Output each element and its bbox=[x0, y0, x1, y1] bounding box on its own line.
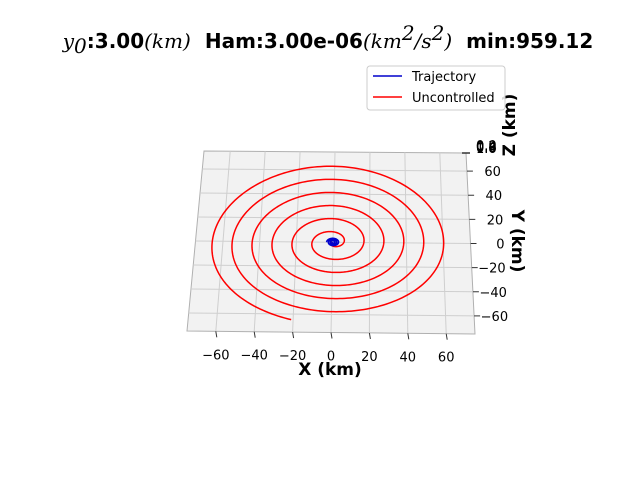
y-tick-label: −20 bbox=[478, 262, 505, 277]
z-tick-label: 0.4 bbox=[476, 140, 497, 155]
x-tick-label: 0 bbox=[327, 350, 335, 365]
y-axis-label: Y (km) bbox=[507, 209, 527, 273]
x-tick-mark bbox=[330, 332, 333, 339]
x-tick-mark bbox=[368, 332, 371, 339]
series-line-uncontrolled bbox=[211, 165, 445, 321]
z-tick-label: 0.6 bbox=[476, 141, 497, 156]
legend: Trajectory Uncontrolled bbox=[366, 65, 506, 111]
x-tick-mark bbox=[292, 332, 295, 339]
title-y0-value: :3.00 bbox=[87, 29, 144, 53]
x-tick-mark bbox=[445, 333, 448, 340]
title-ham-unit-exp1: 2 bbox=[401, 21, 415, 45]
x-tick-label: 40 bbox=[400, 350, 417, 365]
y-tick-label: −40 bbox=[479, 286, 506, 301]
x-tick-label: 60 bbox=[438, 351, 455, 366]
title-ham-unit-mid: /s bbox=[413, 29, 432, 53]
title-y0-unit: (km) bbox=[144, 29, 191, 53]
title-ham-label: Ham:3.00e-06 bbox=[205, 29, 363, 53]
z-tick-label: 0.8 bbox=[476, 141, 497, 156]
title-y0-subscript: 0 bbox=[74, 34, 87, 58]
y-grid-line bbox=[202, 168, 467, 172]
x-tick-label: 20 bbox=[361, 350, 378, 365]
tick-marks: −60 −40 −20 0 20 40 60 60 40 20 0 −20 −40 −60 0.00.20.… bbox=[202, 139, 508, 366]
series-line-trajectory bbox=[325, 237, 340, 247]
title-min-label: min:959.12 bbox=[466, 29, 593, 53]
z-axis-label: Z (km) bbox=[500, 94, 520, 157]
x-tick-mark bbox=[253, 331, 256, 338]
x-axis-label: X (km) bbox=[298, 360, 362, 380]
y-grid-line bbox=[200, 192, 469, 196]
y-tick-label: 60 bbox=[484, 165, 501, 180]
legend-label-uncontrolled: Uncontrolled bbox=[412, 91, 495, 106]
title-ham-unit-close: ) bbox=[443, 29, 452, 53]
z-tick-label: 0.2 bbox=[476, 140, 497, 155]
legend-label-trajectory: Trajectory bbox=[411, 70, 476, 85]
y-grid-line bbox=[195, 240, 471, 244]
x-tick-mark bbox=[407, 333, 410, 340]
y-grid-line bbox=[188, 312, 475, 317]
series-layer bbox=[211, 165, 445, 321]
y-grid-line bbox=[190, 288, 473, 293]
legend-box bbox=[366, 65, 506, 111]
y-tick-label: 0 bbox=[496, 238, 504, 253]
title-ham-unit-exp2: 2 bbox=[431, 21, 445, 45]
title-ham-unit-open: (km bbox=[363, 29, 402, 53]
title-y0-symbol: y bbox=[62, 29, 75, 53]
z-tick-label: 1.0 bbox=[476, 142, 497, 157]
x-tick-label: −20 bbox=[279, 349, 306, 364]
grid-lines bbox=[188, 151, 475, 334]
z-tick-label: 0.0 bbox=[476, 139, 497, 154]
chart-title: y0:3.00(km) Ham:3.00e-06(km2/s2) min:959.1… bbox=[62, 21, 594, 58]
y-grid-line bbox=[193, 264, 472, 269]
y-tick-label: −60 bbox=[481, 310, 508, 325]
y-tick-label: 40 bbox=[486, 189, 503, 204]
y-tick-label: 20 bbox=[487, 213, 504, 228]
x-tick-label: −60 bbox=[202, 348, 229, 363]
x-tick-mark bbox=[215, 331, 218, 338]
x-tick-label: −40 bbox=[240, 349, 267, 364]
